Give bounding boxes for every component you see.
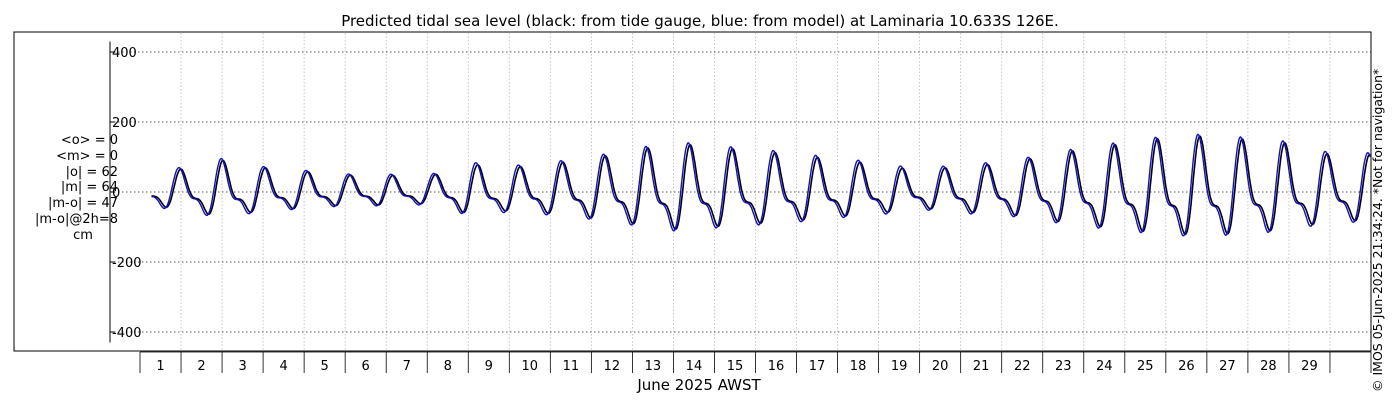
stat-mean-obs: <o> = 0 (60, 133, 118, 148)
x-tick-label: 7 (403, 359, 411, 374)
x-tick-label: 25 (1137, 359, 1154, 374)
x-tick-label: 23 (1055, 359, 1072, 374)
x-tick-label: 29 (1301, 359, 1318, 374)
x-tick-label: 1 (156, 359, 164, 374)
y-axis: -400 -200 0 200 400 (109, 41, 142, 343)
x-tick-label: 16 (768, 359, 785, 374)
x-tick-label: 28 (1260, 359, 1277, 374)
x-tick-label: 9 (485, 359, 493, 374)
stat-abs-diff-2h: |m-o|@2h=8 (35, 211, 118, 227)
x-tick-label: 27 (1219, 359, 1236, 374)
x-tick-label: 12 (604, 359, 621, 374)
series-lines (151, 133, 1371, 237)
y-tick-label: 0 (112, 186, 120, 201)
y-tick-label: -400 (112, 326, 142, 341)
x-tick-label: 21 (973, 359, 990, 374)
x-tick-label: 6 (362, 359, 370, 374)
x-tick-label: 14 (686, 359, 703, 374)
x-axis: 1 2 3 4 5 6 7 8 9 10 11 12 13 14 15 16 17 18 19 20 21 22 23 24 2… (139, 351, 1372, 374)
series-model-line (151, 133, 1371, 237)
x-tick-label: 24 (1096, 359, 1113, 374)
x-tick-label: 5 (321, 359, 329, 374)
x-axis-label: June 2025 AWST (636, 376, 761, 394)
statistics-panel: <o> = 0 <m> = 0 |o| = 62 |m| = 64 |m-o| … (18, 133, 118, 244)
x-tick-label: 13 (645, 359, 662, 374)
x-tick-label: 26 (1178, 359, 1195, 374)
x-tick-label: 3 (238, 359, 246, 374)
stat-abs-diff: |m-o| = 47 (47, 196, 118, 212)
x-tick-label: 11 (563, 359, 580, 374)
stat-mean-model: <m> = 0 (56, 148, 118, 164)
x-tick-label: 18 (850, 359, 867, 374)
x-tick-label: 22 (1014, 359, 1031, 374)
x-tick-label: 10 (522, 359, 539, 374)
y-tick-label: 400 (112, 46, 137, 61)
y-tick-label: -200 (112, 256, 142, 271)
x-tick-label: 19 (891, 359, 908, 374)
plot-frame (13, 31, 1372, 352)
copyright-note: © IMOS 05-Jun-2025 21:34:24. *Not for na… (1370, 68, 1385, 392)
stat-abs-obs: |o| = 62 (65, 164, 118, 180)
x-tick-label: 4 (279, 359, 287, 374)
stat-abs-model: |m| = 64 (60, 180, 118, 196)
x-tick-label: 20 (932, 359, 949, 374)
x-tick-label: 2 (197, 359, 205, 374)
x-tick-label: 15 (727, 359, 744, 374)
stat-unit: cm (73, 227, 93, 243)
y-tick-label: 200 (112, 116, 137, 131)
x-tick-label: 17 (809, 359, 826, 374)
chart-title: Predicted tidal sea level (black: from t… (341, 12, 1059, 30)
x-tick-label: 8 (444, 359, 452, 374)
